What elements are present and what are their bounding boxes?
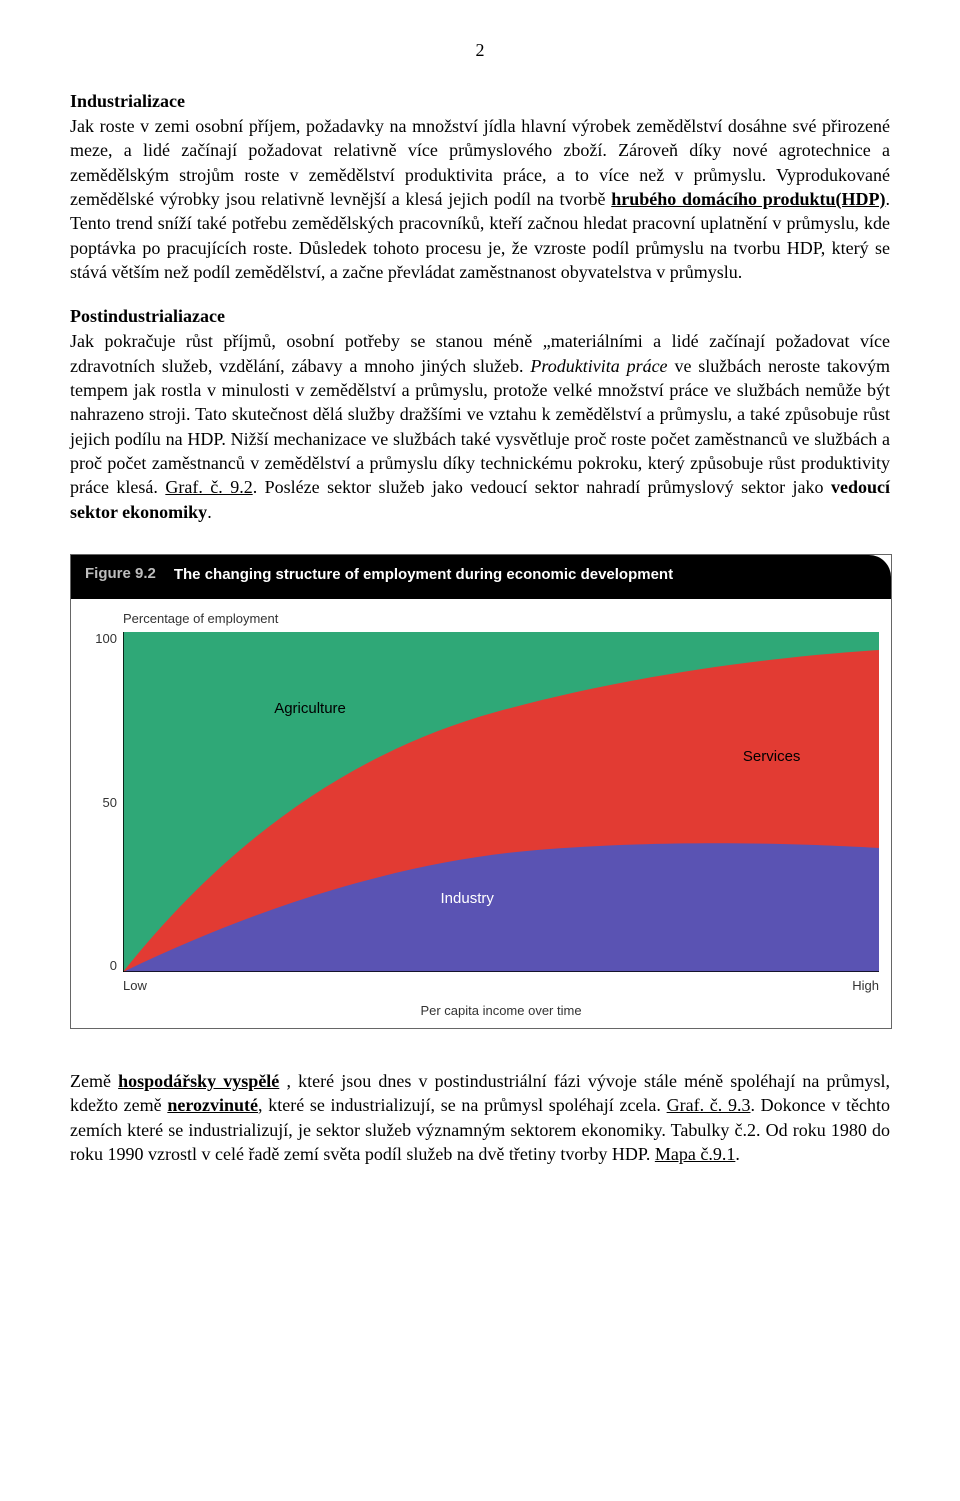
p2-italic: Produktivita práce <box>530 356 667 376</box>
p3-link-graf93: Graf. č. 9.3 <box>667 1095 751 1115</box>
y-axis: 100 50 0 <box>83 632 123 972</box>
x-tick-high: High <box>852 978 879 993</box>
paragraph-industrializace: Industrializace Jak roste v zemi osobní … <box>70 89 890 284</box>
paragraph-postindustrializace: Postindustrialiazace Jak pokračuje růst … <box>70 304 890 524</box>
chart-plot: Agriculture Services Industry <box>123 632 879 972</box>
figure-frame: Figure 9.2 The changing structure of emp… <box>70 554 892 1029</box>
x-axis: Low High <box>83 978 879 993</box>
chart-container: Percentage of employment 100 50 0 <box>71 599 891 1028</box>
chart-svg <box>123 632 879 972</box>
p3-pre: Země <box>70 1071 118 1091</box>
figure-title: The changing structure of employment dur… <box>174 565 673 585</box>
p2-text-mid: ve službách neroste takovým tempem jak r… <box>70 356 890 497</box>
page-number: 2 <box>70 40 890 61</box>
p3-end: . <box>735 1144 740 1164</box>
document-page: 2 Industrializace Jak roste v zemi osobn… <box>0 0 960 1246</box>
p2-link-graf92: Graf. č. 9.2 <box>165 477 252 497</box>
p3-bu1: hospodářsky vyspělé <box>118 1071 279 1091</box>
figure-label: Figure 9.2 <box>85 565 156 582</box>
heading-industrializace: Industrializace <box>70 91 185 111</box>
p3-link-mapa91: Mapa č.9.1 <box>655 1144 735 1164</box>
y-axis-label: Percentage of employment <box>123 611 879 626</box>
chart-body: 100 50 0 <box>83 632 879 972</box>
p2-text-end: . <box>207 502 212 522</box>
y-tick-0: 0 <box>110 959 117 972</box>
x-axis-title: Per capita income over time <box>123 1003 879 1018</box>
heading-postindustrializace: Postindustrialiazace <box>70 306 225 326</box>
p1-underline-hdp: hrubého domácího produktu(HDP) <box>611 189 885 209</box>
p3-bu2: nerozvinuté <box>167 1095 258 1115</box>
figure-header: Figure 9.2 The changing structure of emp… <box>71 555 891 599</box>
y-tick-100: 100 <box>95 632 117 645</box>
figure-9-2: Figure 9.2 The changing structure of emp… <box>70 554 890 1029</box>
x-tick-low: Low <box>123 978 147 993</box>
paragraph-footer: Země hospodářsky vyspělé , které jsou dn… <box>70 1069 890 1166</box>
p3-mid2: , které se industrializují, se na průmys… <box>258 1095 667 1115</box>
p2-text-mid2: . Posléze sektor služeb jako vedoucí sek… <box>253 477 831 497</box>
y-tick-50: 50 <box>103 796 117 809</box>
